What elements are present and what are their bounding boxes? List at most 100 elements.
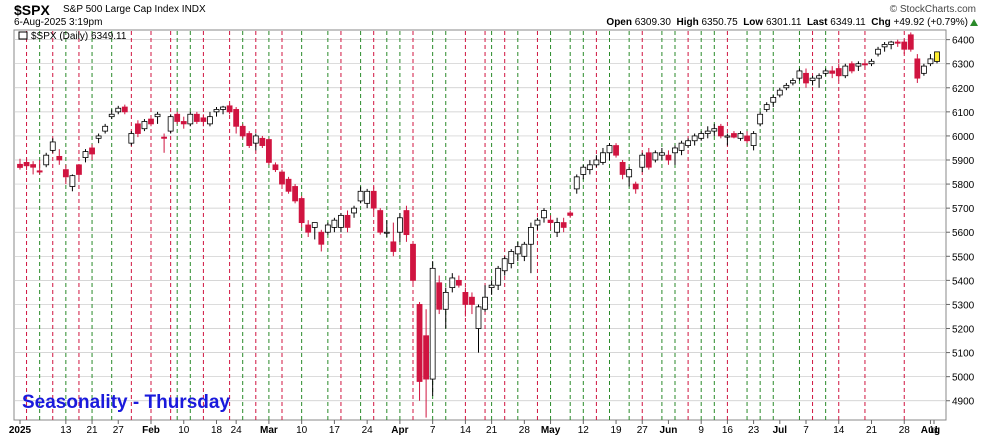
candle [423,309,430,418]
candle-body [134,123,141,134]
candle-body [717,125,724,137]
candle [121,104,128,115]
candle [855,61,862,71]
high-value: 6350.75 [701,17,738,28]
candle-body [338,214,344,228]
candle-body [462,292,469,305]
high-label: High [676,17,699,28]
candle-body [750,133,757,146]
candle-body [410,243,416,281]
candle [108,109,115,120]
x-tick-label: 21 [86,425,98,436]
candle [862,61,868,69]
candle [200,114,207,127]
candle-body [403,210,410,236]
candle [672,145,678,165]
candle-body [829,70,836,74]
candle-body [351,207,357,214]
candle-body [921,65,927,74]
candle [36,160,43,175]
candle [180,116,187,129]
x-tick-label: 27 [637,425,649,436]
candle [724,133,731,146]
candle-body [547,219,554,223]
candle-body [600,152,606,163]
candle-body [704,130,711,134]
candle-body [593,159,600,166]
candle [711,123,718,136]
x-tick-label: Feb [142,425,160,436]
legend-text: $SPX (Daily) 6349.11 [31,31,127,42]
candle [717,123,724,139]
candle [416,302,423,401]
candle [691,133,698,146]
candle [161,133,168,153]
candle [488,280,495,295]
candle [436,275,443,315]
candle-body [246,133,253,146]
candle [338,212,344,233]
candle [370,186,377,213]
x-tick-label: Mar [260,425,278,436]
candle [148,116,154,127]
candle-body [790,80,796,84]
candle-body [672,147,678,154]
candle [783,82,790,91]
candle-body [167,116,174,132]
candle-body [541,210,547,219]
x-tick-label: 21 [486,425,498,436]
candle [698,131,705,141]
x-tick-label: 14 [460,425,472,436]
candle-body [659,152,665,156]
candle-body [580,166,587,175]
candle-body [141,121,148,130]
candle-body [914,58,921,79]
candle [901,39,908,55]
x-tick-label: 11 [929,425,940,436]
candle [613,143,619,158]
candle [829,66,836,79]
candle-body [364,190,371,204]
candle-body [115,107,122,113]
candle [750,131,757,151]
candle [835,63,842,81]
candle [573,174,580,194]
x-tick-label: 16 [722,425,734,436]
seasonality-annotation: Seasonality - Thursday [22,392,230,413]
candle [49,138,56,153]
x-tick-label: 2025 [9,425,32,436]
candle [207,111,213,127]
candle [17,158,23,170]
candle-body [213,109,220,113]
up-arrow-icon [970,19,978,26]
brand-label[interactable]: © StockCharts.com [889,4,976,15]
ohlc-readout: Open 6309.30 High 6350.75 Low 6301.11 La… [606,17,968,28]
candle-body [875,48,881,55]
x-tick-label: 14 [833,425,845,436]
chg-value: +49.92 (+0.79%) [893,17,969,28]
candle-body [233,109,240,127]
y-tick-label: 6400 [952,36,975,47]
candle-body [488,284,495,288]
x-tick-label: 19 [610,425,622,436]
candle-body [626,169,633,178]
candle [626,167,633,187]
candle-body [888,41,895,45]
legend: $SPX (Daily) 6349.11 [18,31,127,42]
candle [76,164,82,180]
candle-body [154,113,161,118]
candle [134,120,141,138]
candle [193,111,200,124]
candle [678,140,685,156]
candle [600,147,606,165]
candle [383,220,390,238]
candle-body [698,133,705,139]
candle [914,54,921,83]
candle-body [763,104,770,110]
x-tick-label: Aug [921,425,940,436]
candle [632,181,639,194]
candle-body [731,133,737,138]
candle-body [298,198,305,223]
candle-body [187,113,194,125]
